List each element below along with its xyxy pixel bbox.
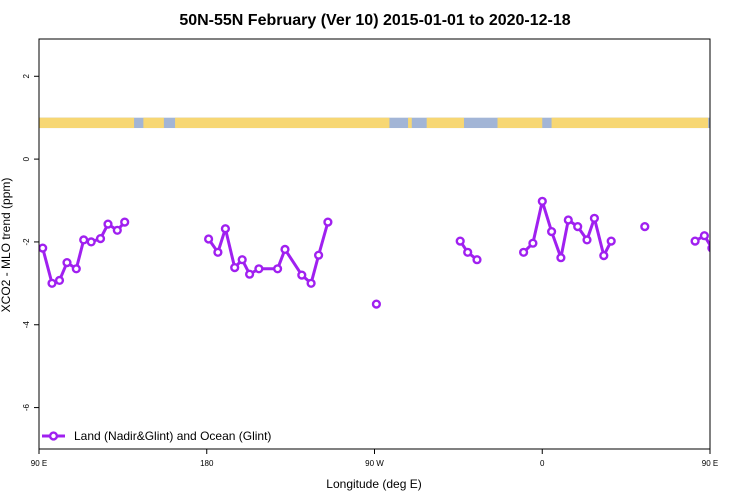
data-point xyxy=(690,236,700,246)
y-tick-label: 2 xyxy=(22,73,31,78)
legend-marker-icon xyxy=(48,431,59,441)
data-point xyxy=(306,278,316,288)
data-point xyxy=(220,224,231,234)
land-band xyxy=(408,117,412,129)
data-point xyxy=(718,280,725,287)
data-point xyxy=(323,217,333,227)
x-axis-label: Longitude (deg E) xyxy=(326,477,421,491)
plot-inner xyxy=(39,117,750,309)
data-point xyxy=(518,247,529,257)
x-tick-label: 90 E xyxy=(702,459,718,468)
data-point xyxy=(62,258,72,268)
data-point xyxy=(120,217,130,227)
data-point xyxy=(254,264,264,274)
y-axis-label: XCO2 - MLO trend (ppm) xyxy=(0,178,13,313)
land-band xyxy=(143,117,164,129)
data-point xyxy=(297,270,307,280)
land-band xyxy=(497,117,543,129)
data-point xyxy=(699,231,710,241)
data-point xyxy=(744,265,750,272)
data-point xyxy=(280,244,290,255)
legend: Land (Nadir&Glint) and Ocean (Glint) xyxy=(42,429,271,443)
x-tick-label: 90 E xyxy=(31,459,47,468)
land-band xyxy=(39,117,135,129)
data-point xyxy=(86,237,96,247)
data-point xyxy=(582,235,592,245)
y-axis: -6 -4 -2 0 2 xyxy=(22,73,39,411)
series-line xyxy=(522,199,613,260)
data-point xyxy=(563,215,573,225)
data-point xyxy=(237,255,247,265)
data-point xyxy=(371,299,382,309)
data-point xyxy=(556,253,566,263)
x-tick-label: 90 W xyxy=(365,459,384,468)
data-point xyxy=(537,196,547,206)
data-point xyxy=(47,278,57,288)
x-tick-label: 180 xyxy=(200,459,214,468)
data-point xyxy=(230,263,240,273)
y-tick-label: -4 xyxy=(22,321,31,329)
data-point xyxy=(472,255,482,265)
data-point xyxy=(95,234,106,244)
y-tick-label: -2 xyxy=(22,238,31,246)
y-tick-label: 0 xyxy=(22,156,31,161)
data-point xyxy=(606,236,616,246)
land-band xyxy=(175,117,390,129)
chart-title: 50N-55N February (Ver 10) 2015-01-01 to … xyxy=(179,12,570,29)
data-point xyxy=(463,247,473,257)
data-point xyxy=(79,235,89,245)
data-point xyxy=(735,259,742,266)
data-point xyxy=(725,277,732,284)
series-line xyxy=(41,221,126,285)
legend-label: Land (Nadir&Glint) and Ocean (Glint) xyxy=(74,429,271,443)
data-point xyxy=(71,264,81,274)
data-point xyxy=(273,264,283,274)
land-band xyxy=(551,117,709,129)
y-tick-label: -6 xyxy=(22,403,31,411)
data-point xyxy=(640,222,650,232)
data-point xyxy=(573,222,583,232)
plot-area xyxy=(38,38,750,450)
data-point xyxy=(213,247,223,257)
data-point xyxy=(455,236,465,246)
x-axis: 90 E 180 90 W 0 90 E xyxy=(31,449,718,468)
data-point xyxy=(112,225,122,235)
x-tick-label: 0 xyxy=(540,459,545,468)
data-point xyxy=(54,275,65,286)
data-point xyxy=(589,213,600,223)
data-point xyxy=(39,243,48,253)
data-point xyxy=(528,238,538,248)
data-point xyxy=(546,227,557,237)
data-point xyxy=(314,250,324,260)
data-point xyxy=(245,269,255,279)
data-point xyxy=(599,251,609,261)
land-band xyxy=(426,117,464,129)
data-point xyxy=(204,234,214,244)
data-point xyxy=(103,219,113,229)
